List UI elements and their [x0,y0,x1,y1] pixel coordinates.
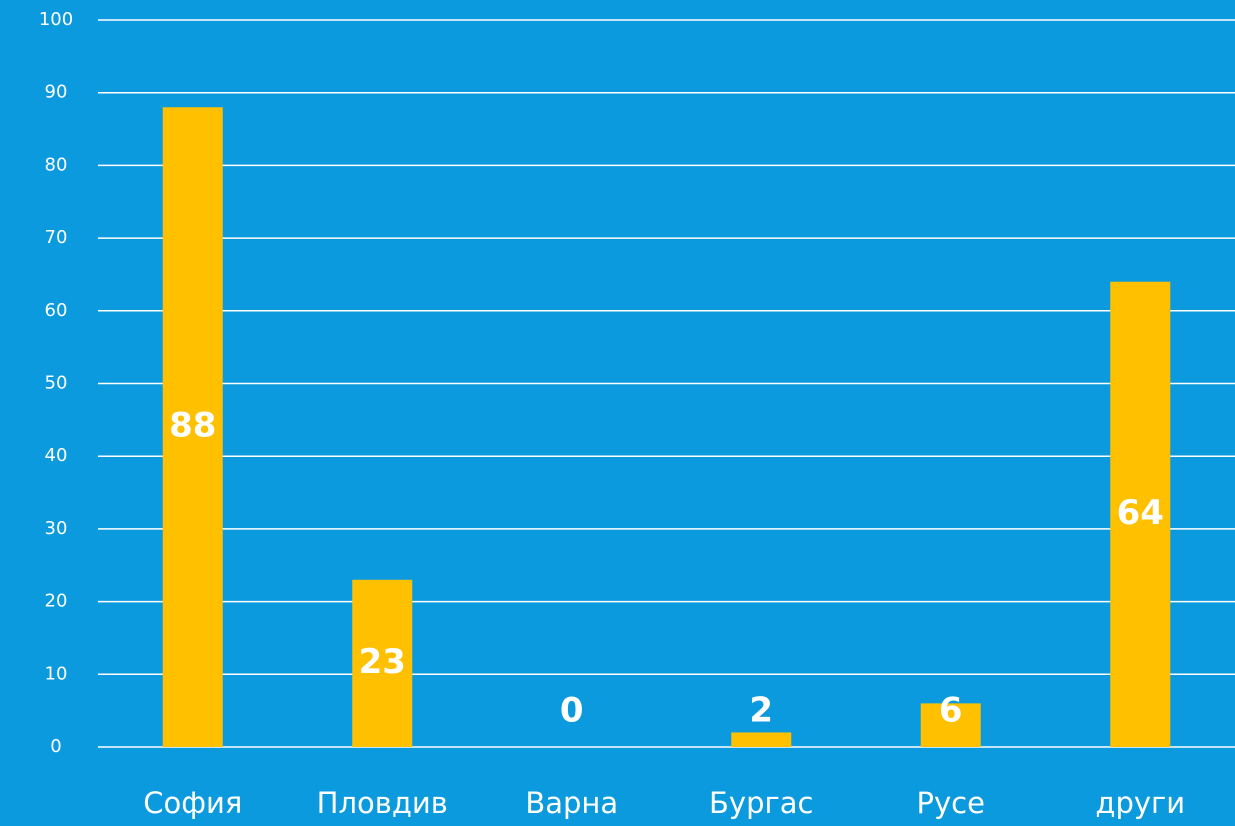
y-tick-label: 100 [39,9,73,30]
x-tick-label: Пловдив [317,786,448,820]
data-label: 2 [749,691,773,731]
bar [1110,281,1171,747]
x-tick-label: Бургас [709,786,813,820]
y-tick-label: 0 [50,736,61,757]
y-tick-label: 20 [45,591,68,612]
x-tick-label: София [143,786,242,820]
x-tick-label: Варна [525,786,618,820]
y-tick-label: 80 [45,154,68,175]
y-tick-label: 60 [45,300,68,321]
y-tick-label: 90 [45,82,68,103]
y-tick-label: 40 [45,445,68,466]
data-label: 6 [939,691,963,731]
data-label: 0 [560,691,584,731]
bar [731,732,792,747]
y-tick-label: 30 [45,518,68,539]
bar [352,579,413,747]
y-tick-label: 50 [45,373,68,394]
x-tick-label: Русе [917,786,985,820]
bar [162,107,223,748]
data-label: 64 [1117,493,1164,533]
data-label: 23 [359,642,406,682]
y-tick-label: 70 [45,227,68,248]
y-tick-label: 10 [45,663,68,684]
bar [920,703,981,747]
data-label: 88 [169,406,216,446]
x-tick-label: други [1095,786,1185,820]
